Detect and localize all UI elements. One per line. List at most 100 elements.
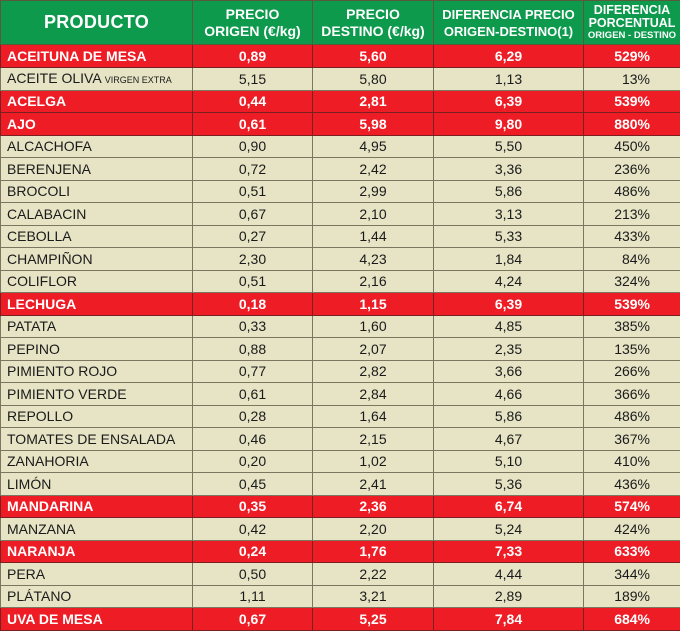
cell-producto-value: ACEITE OLIVA: [7, 69, 105, 86]
cell-porcentual-value: 486%: [614, 408, 650, 425]
cell-precio-origen-value: 2,30: [238, 250, 267, 267]
cell-diferencia: 5,10: [433, 449, 584, 473]
cell-precio-origen: 0,33: [192, 314, 313, 338]
cell-diferencia: 3,36: [433, 157, 584, 181]
cell-producto: LIMÓN: [0, 472, 193, 496]
cell-diferencia-value: 3,66: [494, 363, 523, 380]
cell-producto: ACELGA: [0, 89, 193, 113]
cell-precio-origen-value: 0,27: [238, 228, 267, 245]
cell-porcentual-value: 450%: [614, 138, 650, 155]
cell-porcentual: 880%: [583, 112, 680, 136]
cell-producto: PIMIENTO VERDE: [0, 382, 193, 406]
cell-producto: PIMIENTO ROJO: [0, 359, 193, 383]
cell-porcentual: 486%: [583, 404, 680, 428]
cell-precio-destino: 1,64: [312, 404, 434, 428]
cell-porcentual: 529%: [583, 44, 680, 68]
cell-producto: CHAMPIÑON: [0, 247, 193, 271]
table-row: PLÁTANO 1,11 3,21 2,89 189%: [0, 584, 680, 608]
cell-precio-origen-value: 0,67: [238, 610, 267, 627]
table-body: ACEITUNA DE MESA 0,89 5,60 6,29 529% ACEITE O…: [0, 44, 680, 631]
cell-porcentual: 633%: [583, 539, 680, 563]
cell-diferencia: 4,85: [433, 314, 584, 338]
table-row: TOMATES DE ENSALADA 0,46 2,15 4,67 367%: [0, 427, 680, 451]
cell-precio-destino: 1,15: [312, 292, 434, 316]
cell-producto: COLIFLOR: [0, 269, 193, 293]
table-row: AJO 0,61 5,98 9,80 880%: [0, 112, 680, 136]
cell-diferencia: 5,50: [433, 134, 584, 158]
cell-diferencia-value: 5,33: [494, 228, 523, 245]
table-row: NARANJA 0,24 1,76 7,33 633%: [0, 539, 680, 563]
cell-precio-destino-value: 2,84: [359, 385, 387, 402]
cell-producto: NARANJA: [0, 539, 193, 563]
cell-porcentual-value: 880%: [614, 115, 650, 132]
cell-producto-value: CALABACIN: [7, 205, 87, 222]
cell-diferencia-value: 9,80: [494, 115, 523, 132]
cell-producto-value: COLIFLOR: [7, 273, 78, 290]
cell-precio-destino-value: 2,10: [359, 205, 387, 222]
table-row: PERA 0,50 2,22 4,44 344%: [0, 562, 680, 586]
table-row: ACEITUNA DE MESA 0,89 5,60 6,29 529%: [0, 44, 680, 68]
cell-porcentual-value: 189%: [614, 588, 650, 605]
table-row: BERENJENA 0,72 2,42 3,36 236%: [0, 157, 680, 181]
cell-porcentual-value: 84%: [621, 250, 650, 267]
cell-diferencia-value: 3,36: [494, 160, 523, 177]
cell-producto-value: ACEITUNA DE MESA: [7, 47, 147, 64]
cell-precio-origen-value: 0,90: [238, 138, 267, 155]
cell-producto: ZANAHORIA: [0, 449, 193, 473]
cell-precio-destino-value: 2,15: [359, 430, 387, 447]
cell-precio-origen: 0,35: [192, 494, 313, 518]
cell-precio-destino-value: 5,98: [359, 115, 387, 132]
header-diferencia-l1: DIFERENCIA PRECIO: [442, 6, 575, 22]
cell-porcentual-value: 366%: [614, 385, 650, 402]
cell-precio-origen: 0,61: [192, 112, 313, 136]
cell-porcentual: 424%: [583, 517, 680, 541]
cell-diferencia-value: 4,66: [494, 385, 523, 402]
cell-diferencia: 7,33: [433, 539, 584, 563]
header-precio-destino-l2: DESTINO (€/kg): [321, 22, 425, 39]
cell-diferencia-value: 5,24: [494, 520, 523, 537]
header-precio-origen: PRECIO ORIGEN (€/kg): [192, 0, 313, 45]
cell-porcentual-value: 433%: [614, 228, 650, 245]
table-row: PIMIENTO VERDE 0,61 2,84 4,66 366%: [0, 382, 680, 406]
cell-porcentual-value: 410%: [614, 453, 650, 470]
cell-porcentual-value: 684%: [614, 610, 650, 627]
cell-diferencia: 2,89: [433, 584, 584, 608]
cell-producto: BROCOLI: [0, 179, 193, 203]
cell-precio-destino-value: 2,36: [359, 498, 387, 515]
table-row: MANZANA 0,42 2,20 5,24 424%: [0, 517, 680, 541]
cell-precio-destino: 2,81: [312, 89, 434, 113]
cell-porcentual-value: 424%: [614, 520, 650, 537]
header-porcentual: DIFERENCIA PORCENTUAL ORIGEN - DESTINO: [583, 0, 680, 45]
cell-producto-value: BERENJENA: [7, 160, 92, 177]
cell-precio-origen-value: 0,18: [238, 295, 267, 312]
cell-porcentual: 189%: [583, 584, 680, 608]
cell-diferencia: 5,86: [433, 404, 584, 428]
table-row: UVA DE MESA 0,67 5,25 7,84 684%: [0, 607, 680, 631]
cell-producto-value: MANZANA: [7, 520, 76, 537]
cell-precio-destino: 2,20: [312, 517, 434, 541]
cell-precio-origen-value: 0,61: [238, 385, 267, 402]
cell-precio-destino-value: 1,64: [359, 408, 387, 425]
cell-precio-origen: 0,44: [192, 89, 313, 113]
cell-precio-origen-value: 0,33: [238, 318, 267, 335]
cell-producto: LECHUGA: [0, 292, 193, 316]
cell-precio-destino: 1,76: [312, 539, 434, 563]
cell-producto: TOMATES DE ENSALADA: [0, 427, 193, 451]
cell-diferencia: 4,44: [433, 562, 584, 586]
cell-diferencia-value: 5,10: [494, 453, 523, 470]
table-row: PIMIENTO ROJO 0,77 2,82 3,66 266%: [0, 359, 680, 383]
cell-diferencia-value: 4,85: [494, 318, 523, 335]
cell-porcentual: 236%: [583, 157, 680, 181]
cell-diferencia-value: 6,29: [494, 47, 523, 64]
cell-producto: BERENJENA: [0, 157, 193, 181]
cell-porcentual: 450%: [583, 134, 680, 158]
cell-precio-origen-value: 0,51: [238, 183, 267, 200]
cell-producto-subtitle: VIRGEN EXTRA: [104, 74, 172, 85]
cell-precio-destino-value: 2,82: [359, 363, 387, 380]
cell-porcentual-value: 574%: [614, 498, 650, 515]
cell-precio-destino: 2,07: [312, 337, 434, 361]
cell-diferencia: 6,29: [433, 44, 584, 68]
table-row: ALCACHOFA 0,90 4,95 5,50 450%: [0, 134, 680, 158]
header-precio-destino: PRECIO DESTINO (€/kg): [312, 0, 434, 45]
cell-precio-origen-value: 0,51: [238, 273, 267, 290]
